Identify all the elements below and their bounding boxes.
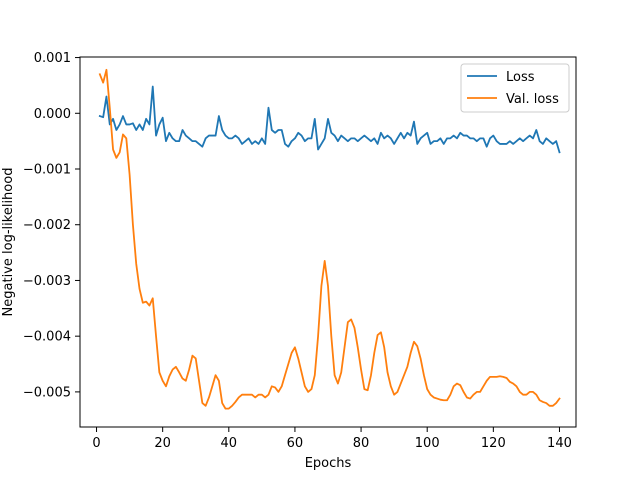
x-axis-title: Epochs <box>305 456 352 471</box>
loss-line <box>98 85 561 154</box>
x-tick-label: 100 <box>415 436 440 451</box>
y-tick-label: 0.000 <box>34 107 71 122</box>
legend-loss-label: Loss <box>506 70 535 85</box>
y-tick-label: −0.005 <box>23 385 71 400</box>
y-tick-label: −0.001 <box>23 163 71 178</box>
y-tick-label: −0.002 <box>23 218 71 233</box>
x-tick-label: 20 <box>154 436 171 451</box>
y-tick-label: −0.003 <box>23 274 71 289</box>
x-tick-label: 80 <box>353 436 370 451</box>
val-loss-line <box>98 68 561 410</box>
x-tick-label: 140 <box>547 436 572 451</box>
plot-frame <box>79 56 577 428</box>
y-tick-label: −0.004 <box>23 330 71 345</box>
legend: Loss Val. loss <box>460 63 570 113</box>
legend-val-loss-label: Val. loss <box>506 92 559 107</box>
x-tick-label: 120 <box>481 436 506 451</box>
x-tick-label: 60 <box>287 436 304 451</box>
y-tick-label: 0.001 <box>34 51 71 66</box>
x-tick-label: 0 <box>92 436 100 451</box>
series-layer <box>98 68 561 410</box>
x-tick-label: 40 <box>221 436 238 451</box>
y-axis-title: Negative log-likelihood <box>1 168 16 317</box>
ticks-layer: 0 20 40 60 80 100 120 140 −0.005 −0.004 −0.003 −0.0… <box>23 51 572 451</box>
